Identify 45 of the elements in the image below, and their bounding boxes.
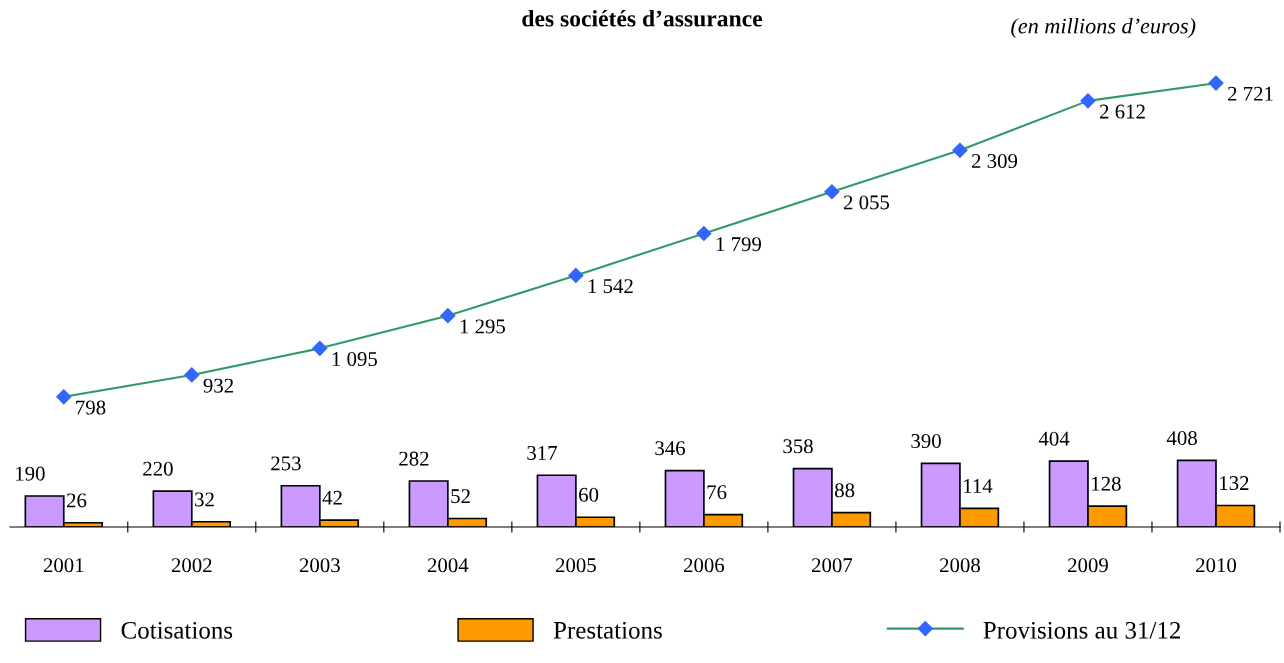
data-label: 190 [16, 466, 45, 481]
chart-title: des sociétés d’assurance [522, 9, 763, 27]
data-label: 1 799 [716, 237, 762, 252]
x-tick-label: 2007 [812, 558, 853, 573]
x-tick-label: 2010 [1196, 558, 1237, 573]
data-label: 114 [964, 479, 993, 493]
x-tick-label: 2005 [555, 558, 596, 573]
data-label: 220 [143, 461, 173, 476]
data-label: 26 [66, 493, 87, 508]
data-label: 2 309 [971, 153, 1018, 169]
data-label: 408 [1166, 431, 1197, 446]
x-tick-label: 2003 [299, 558, 340, 573]
data-label: 32 [195, 492, 214, 507]
data-label: 317 [527, 445, 557, 460]
chart-subtitle: (en millions d’euros) [1011, 17, 1196, 39]
data-label: 358 [783, 439, 813, 454]
data-label: 390 [911, 433, 941, 449]
data-label: 88 [835, 483, 855, 498]
x-tick-label: 2002 [171, 558, 212, 573]
data-label: 2 612 [1099, 104, 1145, 119]
data-label: 346 [655, 441, 685, 456]
legend-label: Cotisations [121, 621, 233, 639]
data-label: 52 [451, 489, 470, 504]
x-tick-label: 2006 [683, 558, 725, 573]
data-label: 60 [579, 487, 599, 502]
x-tick-label: 2001 [43, 558, 84, 573]
data-label: 128 [1092, 476, 1121, 491]
x-tick-label: 2008 [940, 558, 980, 573]
x-tick-label: 2004 [427, 558, 469, 573]
data-label: 2 721 [1228, 86, 1273, 101]
data-label: 1 542 [588, 279, 633, 294]
x-tick-label: 2009 [1068, 558, 1108, 573]
data-label: 798 [76, 400, 106, 415]
data-label: 42 [322, 490, 342, 505]
legend-label: Provisions au 31/12 [983, 621, 1181, 639]
data-label: 932 [203, 378, 234, 393]
legend-label: Prestations [553, 621, 662, 639]
data-label: 2 055 [843, 195, 890, 210]
data-label: 282 [399, 451, 429, 466]
data-label: 253 [271, 456, 301, 471]
data-label: 1 095 [332, 352, 377, 367]
data-label: 132 [1220, 476, 1249, 491]
data-label: 404 [1038, 431, 1070, 446]
data-label: 1 295 [460, 319, 506, 334]
data-label: 76 [707, 485, 727, 500]
